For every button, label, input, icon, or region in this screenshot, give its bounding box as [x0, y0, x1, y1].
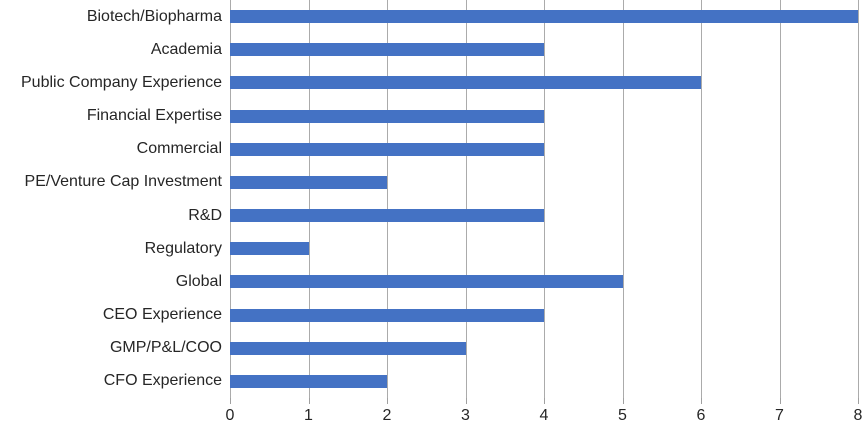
- bar: [230, 209, 544, 223]
- gridline: [544, 0, 545, 398]
- axis-tick: [465, 398, 467, 404]
- category-label: Public Company Experience: [21, 73, 222, 91]
- bar: [230, 175, 387, 189]
- gridline: [465, 0, 467, 398]
- bar: [230, 142, 544, 156]
- category-label: Regulatory: [144, 239, 222, 257]
- category-label: Commercial: [136, 140, 222, 158]
- bar: [230, 308, 544, 322]
- bar: [230, 10, 858, 24]
- axis-tick: [544, 398, 545, 404]
- bar: [230, 76, 701, 90]
- category-labels: Biotech/Biopharma Academia Public Company …: [0, 0, 222, 398]
- gridline: [387, 0, 388, 398]
- gridline: [701, 0, 702, 398]
- axis-tick-label: 6: [696, 407, 706, 424]
- bar: [230, 275, 623, 289]
- axis-tick-label: 1: [304, 407, 313, 424]
- category-label: Academia: [150, 40, 222, 58]
- plot-area: [230, 0, 859, 398]
- axis-tick: [387, 398, 388, 404]
- gridline: [230, 0, 231, 398]
- bar: [230, 341, 466, 355]
- category-label: PE/Venture Cap Investment: [24, 173, 222, 191]
- axis-tick-label: 2: [382, 407, 392, 424]
- axis-tick-label: 7: [775, 407, 784, 424]
- category-label: Global: [175, 272, 222, 290]
- axis-tick: [308, 398, 310, 404]
- axis-tick-label: 4: [539, 407, 549, 424]
- category-label: CEO Experience: [102, 306, 222, 324]
- category-label: Financial Expertise: [86, 107, 222, 125]
- axis-tick-label: 8: [853, 407, 863, 424]
- axis-tick-label: 5: [618, 407, 627, 424]
- gridline: [858, 0, 859, 398]
- category-label: Biotech/Biopharma: [86, 7, 222, 25]
- category-label: GMP/P&L/COO: [109, 339, 222, 357]
- axis-tick-label: 0: [225, 407, 235, 424]
- bar: [230, 374, 387, 388]
- gridline: [779, 0, 781, 398]
- category-label: R&D: [188, 206, 222, 224]
- x-axis: 0 1 2 3 4 5 6 7 8: [226, 398, 862, 435]
- axis-tick: [230, 398, 231, 404]
- gridline: [622, 0, 624, 398]
- axis-tick: [622, 398, 624, 404]
- bar: [230, 43, 544, 57]
- axis-tick: [858, 398, 859, 404]
- axis-tick: [779, 398, 781, 404]
- axis-tick: [701, 398, 702, 404]
- axis-tick-label: 3: [461, 407, 470, 424]
- category-label: CFO Experience: [103, 372, 222, 390]
- bar: [230, 109, 544, 123]
- gridline: [308, 0, 310, 398]
- bar: [230, 242, 309, 256]
